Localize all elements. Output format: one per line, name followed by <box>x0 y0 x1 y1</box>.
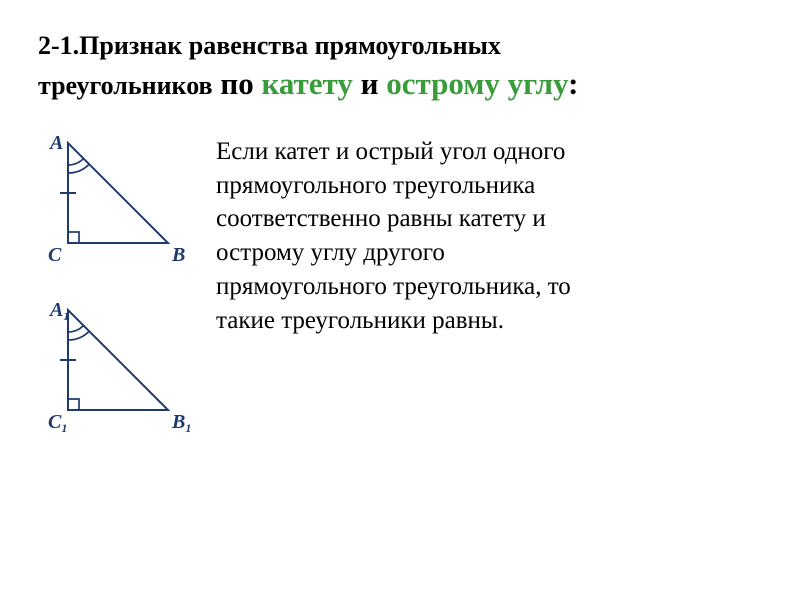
content-row: A C B A1 C1 B1 Если катет и острый угол одно… <box>38 133 762 467</box>
svg-text:C: C <box>48 244 62 266</box>
svg-text:C1: C1 <box>48 411 67 435</box>
triangle-2: A1 C1 B1 <box>38 300 208 445</box>
figures-column: A C B A1 C1 B1 <box>38 133 208 467</box>
svg-text:A1: A1 <box>48 300 69 323</box>
title-line2-small: треугольников <box>38 71 213 100</box>
triangle-1: A C B <box>38 133 208 278</box>
svg-text:A: A <box>48 133 63 154</box>
page-title: 2-1.Признак равенства прямоугольных треу… <box>38 28 762 105</box>
triangle-2-svg: A1 C1 B1 <box>38 300 198 440</box>
title-green1: катету <box>261 66 352 101</box>
title-green2: острому углу <box>386 66 568 101</box>
title-colon: : <box>568 66 578 101</box>
title-and: и <box>353 66 386 101</box>
title-po: по <box>213 66 262 101</box>
triangle-1-svg: A C B <box>38 133 198 273</box>
title-line1: 2-1.Признак равенства прямоугольных <box>38 31 501 60</box>
svg-text:B: B <box>171 244 185 266</box>
svg-text:B1: B1 <box>171 411 191 435</box>
theorem-text: Если катет и острый угол одного прямоуго… <box>208 133 608 467</box>
